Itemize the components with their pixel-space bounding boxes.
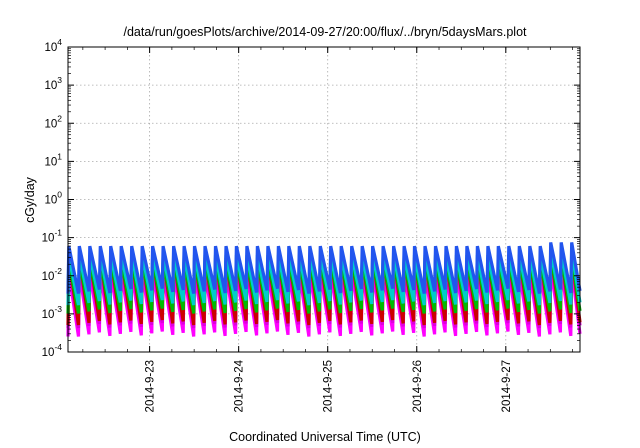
series-line <box>66 242 582 294</box>
y-tick-label: 10-3 <box>42 304 63 321</box>
y-tick-base: 10 <box>44 118 57 130</box>
y-tick-base: 10 <box>42 271 55 283</box>
y-tick-label: 100 <box>44 190 62 207</box>
y-tick-label: 10-4 <box>42 342 63 359</box>
y-tick-base: 10 <box>42 347 55 359</box>
x-axis-label: Coordinated Universal Time (UTC) <box>229 430 421 444</box>
y-tick-exponent: 0 <box>57 190 62 200</box>
y-tick-base: 10 <box>44 80 57 92</box>
y-tick-label: 101 <box>44 151 62 168</box>
y-tick-exponent: 3 <box>57 75 62 85</box>
y-tick-exponent: -2 <box>54 266 62 276</box>
y-tick-exponent: -1 <box>54 228 62 238</box>
x-tick-label: 2014-9-24 <box>234 359 246 412</box>
x-tick-label: 2014-9-27 <box>501 360 513 412</box>
y-tick-exponent: 1 <box>57 151 62 161</box>
y-tick-exponent: 4 <box>57 37 62 47</box>
y-tick-base: 10 <box>42 233 55 245</box>
plot-series-group <box>66 242 582 337</box>
y-tick-label: 103 <box>44 75 62 92</box>
x-tick-label: 2014-9-23 <box>145 360 157 412</box>
y-tick-label: 10-2 <box>42 266 63 283</box>
x-tick-label: 2014-9-26 <box>412 360 424 412</box>
x-tick-label: 2014-9-25 <box>323 360 335 412</box>
y-tick-base: 10 <box>42 309 55 321</box>
chart-title: /data/run/goesPlots/archive/2014-09-27/2… <box>123 25 527 39</box>
x-axis: 2014-9-23 2014-9-24 2014-9-25 2014-9-26 2014… <box>82 47 573 412</box>
y-tick-label: 102 <box>44 113 62 130</box>
y-tick-exponent: -3 <box>54 304 62 314</box>
y-tick-label: 104 <box>44 37 62 54</box>
y-axis-label: cGy/day <box>23 176 37 223</box>
y-tick-exponent: -4 <box>54 342 62 352</box>
y-tick-label: 10-1 <box>42 228 63 245</box>
y-tick-base: 10 <box>44 195 57 207</box>
y-tick-base: 10 <box>44 42 57 54</box>
y-tick-exponent: 2 <box>57 113 62 123</box>
y-tick-base: 10 <box>44 156 57 168</box>
